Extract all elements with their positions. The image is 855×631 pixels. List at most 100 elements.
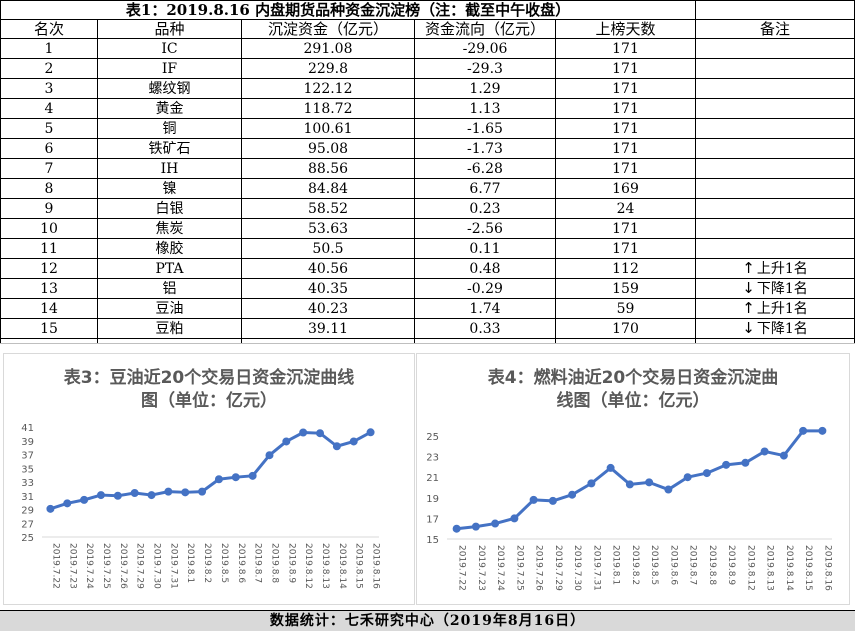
x-tick-label: 2019.8.13 bbox=[320, 543, 330, 589]
data-point bbox=[299, 428, 308, 437]
y-tick-label: 21 bbox=[426, 473, 439, 484]
x-tick-label: 2019.7.23 bbox=[476, 545, 486, 591]
cell-fund: 118.72 bbox=[241, 98, 415, 119]
x-tick-label: 2019.7.22 bbox=[457, 545, 467, 591]
data-point bbox=[265, 451, 274, 460]
cell-fund: 122.12 bbox=[241, 78, 415, 99]
data-point bbox=[664, 485, 673, 494]
cell-flow: 0.23 bbox=[414, 198, 556, 219]
cell-days: 169 bbox=[555, 178, 696, 199]
y-tick-label: 19 bbox=[426, 494, 439, 505]
cell-note bbox=[695, 58, 855, 79]
cell-fund: 40.35 bbox=[241, 278, 415, 299]
x-tick-label: 2019.8.1 bbox=[185, 543, 195, 583]
cell-name: 铝 bbox=[97, 278, 242, 299]
data-point bbox=[130, 489, 139, 497]
x-tick-label: 2019.8.7 bbox=[688, 545, 698, 585]
table-row: 1 IC 291.08 -29.06 171 bbox=[0, 38, 855, 59]
cell-days: 171 bbox=[555, 238, 696, 259]
table-row: 11 橡胶 50.5 0.11 171 bbox=[0, 238, 855, 259]
data-point bbox=[799, 426, 808, 435]
rank-change-arrow-icon: ↑ bbox=[742, 299, 755, 318]
column-header: 备注 bbox=[695, 19, 855, 39]
cell-name: 黄金 bbox=[97, 98, 242, 119]
data-point bbox=[779, 451, 788, 460]
cell-fund: 50.5 bbox=[241, 238, 415, 259]
data-point bbox=[366, 428, 375, 437]
data-point bbox=[147, 491, 156, 500]
data-point bbox=[63, 499, 72, 508]
x-tick-label: 2019.8.2 bbox=[202, 543, 212, 583]
x-tick-label: 2019.7.30 bbox=[572, 545, 582, 591]
cell-name: IC bbox=[97, 38, 242, 59]
rank-change-arrow-icon: ↑ bbox=[742, 259, 755, 278]
data-point bbox=[645, 478, 654, 487]
cell-name: PTA bbox=[97, 258, 242, 279]
cell-name: 铜 bbox=[97, 118, 242, 139]
data-point bbox=[349, 437, 358, 446]
cell-name: 豆粕 bbox=[97, 318, 242, 339]
cell-note bbox=[695, 38, 855, 59]
fuel-oil-chart: 表4：燃料油近20个交易日资金沉淀曲 线图（单位：亿元） 25 23 21 19 17 15 2… bbox=[416, 353, 850, 605]
rank-change-text: 上升1名 bbox=[756, 261, 808, 277]
cell-flow: 6.77 bbox=[414, 178, 556, 199]
cell-note bbox=[695, 198, 855, 219]
data-point bbox=[529, 495, 538, 504]
data-point bbox=[818, 426, 827, 435]
cell-days: 171 bbox=[555, 38, 696, 59]
y-tick-label: 17 bbox=[426, 514, 439, 525]
y-tick-label: 31 bbox=[21, 492, 34, 503]
y-tick-label: 25 bbox=[426, 432, 439, 443]
cell-days: 170 bbox=[555, 318, 696, 339]
data-point bbox=[625, 480, 634, 489]
rank-change-arrow-icon: ↓ bbox=[742, 319, 755, 338]
data-point bbox=[587, 479, 596, 488]
cell-fund: 84.84 bbox=[241, 178, 415, 199]
x-tick-label: 2019.8.5 bbox=[219, 543, 229, 583]
table-row: 9 白银 58.52 0.23 24 bbox=[0, 198, 855, 219]
empty-cell bbox=[695, 0, 855, 20]
cell-note bbox=[695, 138, 855, 159]
column-header: 资金流向（亿元） bbox=[414, 19, 556, 39]
x-tick-label: 2019.8.13 bbox=[765, 545, 775, 591]
fund-ranking-table: 表1：2019.8.16 内盘期货品种资金沉淀榜（注：截至中午收盘） 名次 品种沉… bbox=[0, 0, 855, 358]
x-tick-label: 2019.8.2 bbox=[630, 545, 640, 585]
cell-name: 豆油 bbox=[97, 298, 242, 319]
cell-note bbox=[695, 98, 855, 119]
cell-note: ↑ 上升1名 bbox=[695, 298, 855, 319]
data-point bbox=[164, 487, 173, 496]
x-tick-label: 2019.7.26 bbox=[534, 545, 544, 591]
cell-name: IH bbox=[97, 158, 242, 179]
cell-name: 镍 bbox=[97, 178, 242, 199]
data-point bbox=[282, 437, 291, 446]
data-point bbox=[96, 491, 105, 500]
cell-rank: 8 bbox=[0, 178, 98, 199]
x-tick-label: 2019.8.6 bbox=[236, 543, 246, 583]
table-row: 13 铝 40.35 -0.29 159 ↓ 下降1名 bbox=[0, 278, 855, 299]
cell-note bbox=[695, 218, 855, 239]
cell-fund: 58.52 bbox=[241, 198, 415, 219]
cell-name: 螺纹钢 bbox=[97, 78, 242, 99]
x-tick-label: 2019.8.5 bbox=[649, 545, 659, 585]
x-tick-label: 2019.7.23 bbox=[67, 543, 77, 589]
cell-days: 112 bbox=[555, 258, 696, 279]
soybean-oil-chart: 表3：豆油近20个交易日资金沉淀曲线 图（单位：亿元） 41 39 37 35 33 31 29… bbox=[3, 353, 415, 605]
x-tick-label: 2019.8.16 bbox=[822, 545, 832, 591]
cell-rank: 3 bbox=[0, 78, 98, 99]
chart-title: 表3：豆油近20个交易日资金沉淀曲线 bbox=[64, 367, 355, 388]
y-tick-label: 35 bbox=[21, 464, 34, 475]
cell-days: 171 bbox=[555, 138, 696, 159]
x-tick-label: 2019.8.1 bbox=[611, 545, 621, 585]
cell-fund: 291.08 bbox=[241, 38, 415, 59]
cell-fund: 229.8 bbox=[241, 58, 415, 79]
footer-source: 数据统计：七禾研究中心（2019年8月16日） bbox=[0, 610, 855, 631]
cell-fund: 40.23 bbox=[241, 298, 415, 319]
column-header: 品种 bbox=[97, 19, 242, 39]
cell-fund: 88.56 bbox=[241, 158, 415, 179]
x-tick-label: 2019.8.8 bbox=[269, 543, 279, 583]
data-point bbox=[548, 496, 557, 505]
cell-name: 铁矿石 bbox=[97, 138, 242, 159]
data-point bbox=[741, 458, 750, 467]
